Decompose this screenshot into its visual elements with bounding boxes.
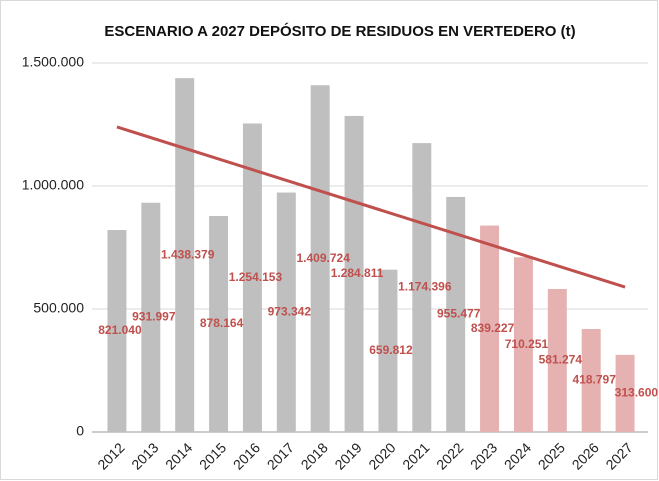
bar <box>446 196 466 432</box>
bar <box>615 354 635 432</box>
value-label: 710.251 <box>505 337 549 351</box>
value-label: 1.438.379 <box>161 247 215 261</box>
value-label: 955.477 <box>437 307 481 321</box>
bar <box>344 115 364 432</box>
value-label: 1.409.724 <box>296 251 350 265</box>
value-label: 418.797 <box>572 373 616 387</box>
y-tick-label: 500.000 <box>33 300 84 316</box>
bar <box>107 230 127 432</box>
value-label: 1.174.396 <box>398 280 452 294</box>
bar <box>581 328 601 432</box>
bar <box>276 192 296 432</box>
value-label: 931.997 <box>132 310 176 324</box>
bar <box>412 143 432 433</box>
bar <box>480 225 500 432</box>
bar <box>310 85 330 433</box>
bar <box>378 269 398 432</box>
y-tick-label: 0 <box>76 423 84 439</box>
y-tick-label: 1.500.000 <box>22 54 84 70</box>
bar <box>513 257 533 432</box>
bar <box>547 289 567 432</box>
value-label: 973.342 <box>268 304 312 318</box>
bar <box>175 78 195 433</box>
value-label: 878.164 <box>200 316 244 330</box>
value-label: 839.227 <box>471 321 515 335</box>
value-label: 581.274 <box>539 353 583 367</box>
y-tick-label: 1.000.000 <box>22 177 84 193</box>
chart-title: ESCENARIO A 2027 DEPÓSITO DE RESIDUOS EN… <box>104 22 575 40</box>
bar <box>242 123 262 432</box>
value-label: 1.254.153 <box>229 270 283 284</box>
bar <box>209 215 229 432</box>
bar <box>141 202 161 432</box>
trend-line <box>116 125 626 289</box>
value-label: 659.812 <box>369 343 413 357</box>
value-label: 821.040 <box>98 323 142 337</box>
value-label: 1.284.811 <box>331 266 384 280</box>
value-label: 313.600 <box>615 386 659 400</box>
